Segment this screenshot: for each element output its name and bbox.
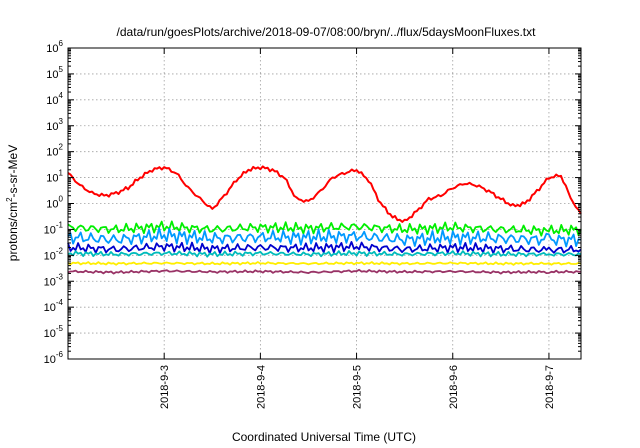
plot-frame	[67, 47, 582, 360]
y-tick-base: 10	[46, 121, 58, 133]
y-tick-label: 10-6	[44, 350, 64, 366]
series-layer	[67, 165, 582, 275]
y-axis-label-base: protons/cm	[6, 202, 20, 261]
y-tick-label: 10-4	[44, 298, 64, 314]
y-tick-exponent: 0	[59, 195, 64, 204]
y-tick-label: 106	[46, 39, 63, 55]
y-axis-label-sup: 2	[5, 197, 14, 202]
chart-title: /data/run/goesPlots/archive/2018-09-07/0…	[117, 25, 537, 39]
y-tick-base: 10	[46, 43, 58, 55]
x-tick-label: 2018-9-3	[159, 365, 171, 409]
axis-ticks: 10-610-510-410-310-210-11001011021031041…	[44, 39, 581, 409]
y-tick-exponent: 2	[59, 143, 64, 152]
y-axis-label: protons/cm2-s-sr-MeV	[5, 145, 20, 261]
x-tick-label: 2018-9-6	[448, 365, 460, 409]
y-tick-label: 105	[46, 65, 63, 81]
y-tick-exponent: 4	[59, 91, 64, 100]
y-axis-label-rest: -s-sr-MeV	[6, 145, 20, 198]
y-tick-label: 10-1	[44, 220, 64, 236]
y-tick-label: 103	[46, 117, 63, 133]
y-tick-label: 10-3	[44, 272, 64, 288]
y-tick-label: 102	[46, 143, 63, 159]
y-tick-base: 10	[46, 69, 58, 81]
y-tick-base: 10	[44, 302, 56, 314]
y-tick-label: 100	[46, 195, 63, 211]
y-tick-label: 10-2	[44, 246, 64, 262]
y-tick-base: 10	[46, 199, 58, 211]
x-tick-label: 2018-9-5	[352, 365, 364, 409]
y-tick-exponent: 3	[59, 117, 64, 126]
y-tick-exponent: 1	[59, 169, 64, 178]
y-tick-base: 10	[46, 147, 58, 159]
y-tick-exponent: -4	[56, 298, 64, 307]
y-tick-base: 10	[46, 95, 58, 107]
y-tick-exponent: -2	[56, 246, 64, 255]
y-tick-exponent: 5	[59, 65, 64, 74]
series-line-4	[67, 240, 582, 255]
y-tick-exponent: -6	[56, 350, 64, 359]
grid	[68, 48, 581, 359]
series-line-2	[67, 220, 582, 237]
y-tick-base: 10	[44, 328, 56, 340]
y-tick-base: 10	[44, 276, 56, 288]
y-tick-label: 10-5	[44, 324, 64, 340]
y-tick-base: 10	[44, 354, 56, 366]
y-tick-exponent: 6	[59, 39, 64, 48]
y-tick-base: 10	[46, 173, 58, 185]
series-line-7	[67, 268, 582, 275]
series-line-1	[67, 165, 582, 223]
series-line-3	[67, 227, 582, 248]
x-tick-label: 2018-9-7	[544, 365, 556, 409]
y-tick-base: 10	[44, 224, 56, 236]
y-tick-exponent: -5	[56, 324, 64, 333]
series-line-5	[67, 250, 582, 258]
x-axis-label: Coordinated Universal Time (UTC)	[232, 430, 416, 444]
y-tick-label: 104	[46, 91, 63, 107]
x-tick-label: 2018-9-4	[255, 365, 267, 409]
y-tick-exponent: -3	[56, 272, 64, 281]
series-line-6	[67, 261, 582, 266]
y-tick-exponent: -1	[56, 220, 64, 229]
y-tick-base: 10	[44, 250, 56, 262]
y-tick-label: 101	[46, 169, 63, 185]
